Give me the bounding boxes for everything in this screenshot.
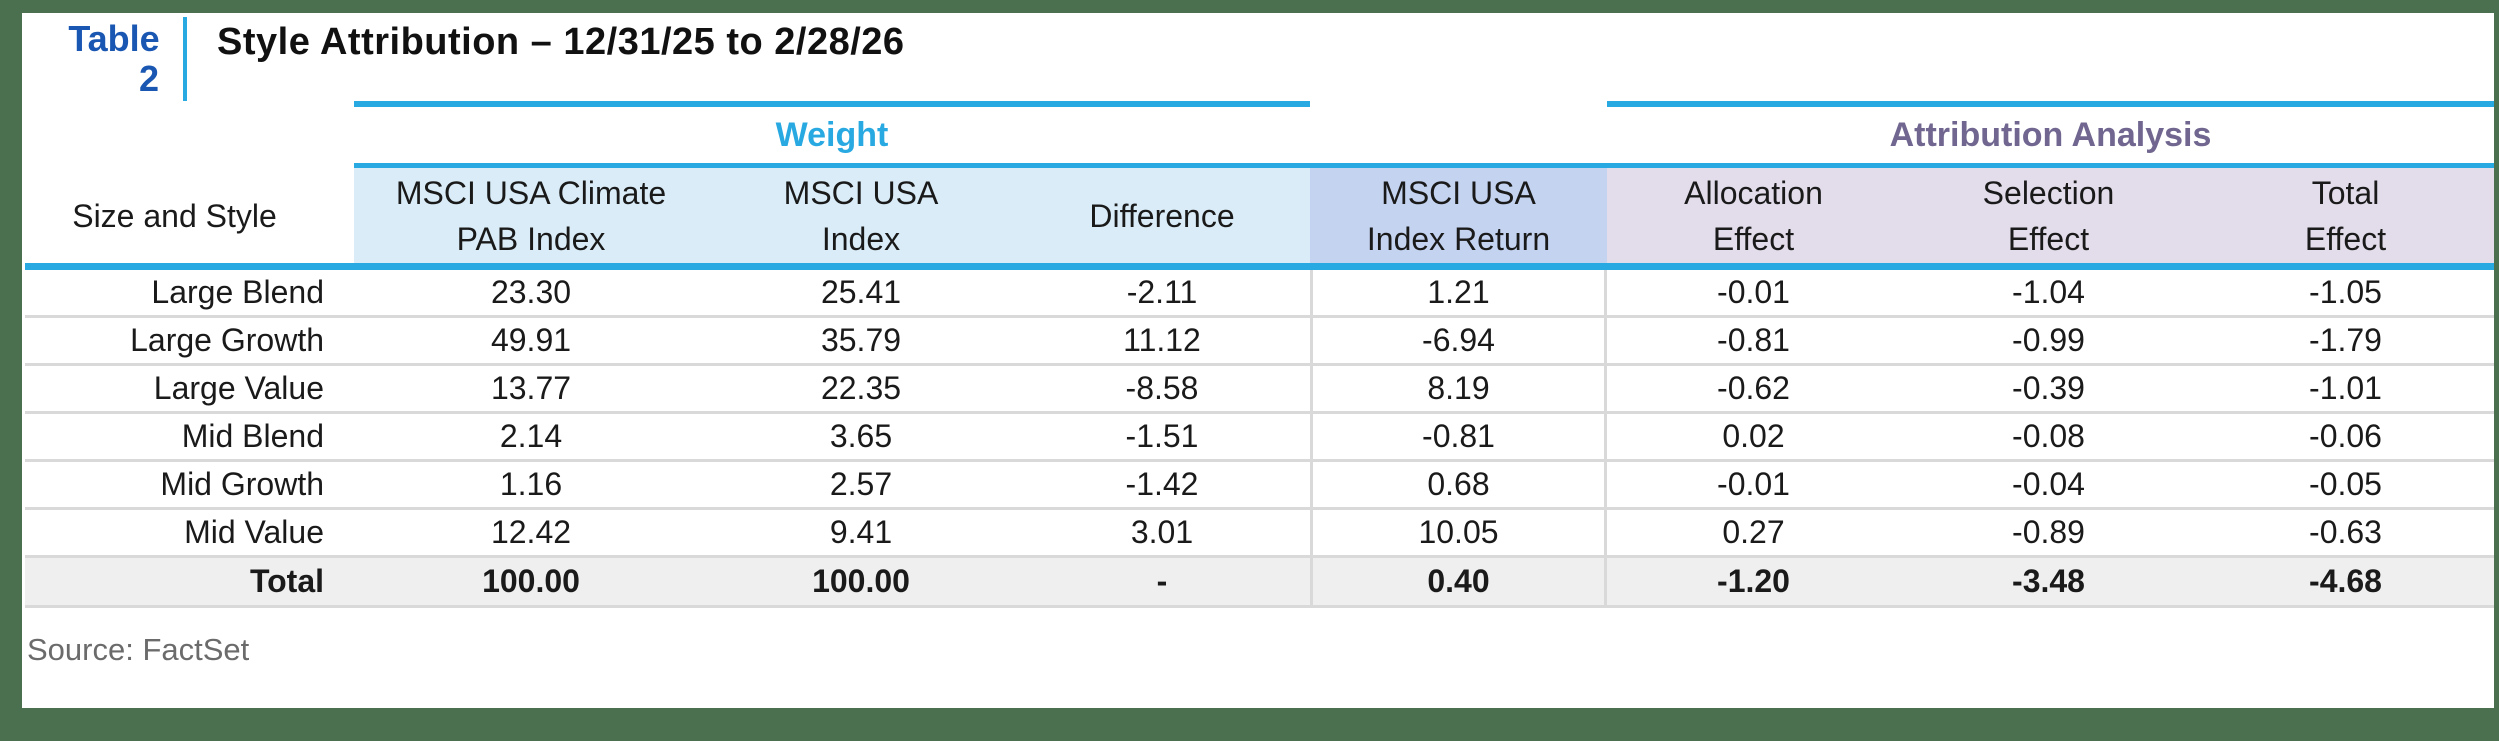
table-row: Mid Blend 2.14 3.65 -1.51 -0.81 0.02 -0.… [25,414,2494,462]
cell-selection-effect: -0.04 [1900,462,2197,510]
cell-pab-weight: 13.77 [354,366,708,414]
cell-total-effect: -0.05 [2197,462,2494,510]
group-weight: Weight [354,101,1310,168]
page-title: Style Attribution – 12/31/25 to 2/28/26 [217,21,905,63]
cell-pab-weight: 1.16 [354,462,708,510]
group-return-spacer [1310,101,1607,168]
cell-allocation-effect: -0.62 [1607,366,1900,414]
cell-selection-effect: -0.89 [1900,510,2197,558]
total-row: Total 100.00 100.00 - 0.40 -1.20 -3.48 -… [25,558,2494,608]
cell-allocation-effect: 0.02 [1607,414,1900,462]
col-header-allocation-effect: Allocation Effect [1607,168,1900,270]
col-header-usa-index: MSCI USA Index [708,168,1014,270]
cell-total-effect-total: -4.68 [2197,558,2494,608]
table-number-label: Table 2 [39,19,189,99]
column-header-row: Size and Style MSCI USA Climate PAB Inde… [25,168,2494,270]
cell-difference: -2.11 [1014,270,1310,318]
cell-selection-effect: -1.04 [1900,270,2197,318]
cell-difference: 3.01 [1014,510,1310,558]
table-label-word: Table [68,18,160,59]
cell-difference: -8.58 [1014,366,1310,414]
source-note: Source: FactSet [27,632,250,667]
cell-label: Mid Value [25,510,354,558]
table-row: Mid Value 12.42 9.41 3.01 10.05 0.27 -0.… [25,510,2494,558]
group-header-row: Weight Attribution Analysis [25,101,2494,168]
cell-label: Large Value [25,366,354,414]
cell-difference: -1.42 [1014,462,1310,510]
table-label-number: 2 [138,58,160,99]
cell-difference-total: - [1014,558,1310,608]
cell-allocation-effect: 0.27 [1607,510,1900,558]
table-row: Large Growth 49.91 35.79 11.12 -6.94 -0.… [25,318,2494,366]
title-divider [183,17,187,101]
cell-total-effect: -1.05 [2197,270,2494,318]
col-header-total-effect: Total Effect [2197,168,2494,270]
cell-usa-weight-total: 100.00 [708,558,1014,608]
cell-total-effect: -0.63 [2197,510,2494,558]
table-row: Large Blend 23.30 25.41 -2.11 1.21 -0.01… [25,270,2494,318]
cell-usa-weight: 25.41 [708,270,1014,318]
table-card: Table 2 Style Attribution – 12/31/25 to … [22,13,2494,708]
cell-index-return: -6.94 [1310,318,1607,366]
cell-selection-effect: -0.99 [1900,318,2197,366]
group-attribution-analysis: Attribution Analysis [1607,101,2494,168]
cell-pab-weight-total: 100.00 [354,558,708,608]
col-header-pab-index: MSCI USA Climate PAB Index [354,168,708,270]
cell-usa-weight: 22.35 [708,366,1014,414]
cell-allocation-effect-total: -1.20 [1607,558,1900,608]
table-row: Mid Growth 1.16 2.57 -1.42 0.68 -0.01 -0… [25,462,2494,510]
cell-total-effect: -1.79 [2197,318,2494,366]
cell-allocation-effect: -0.01 [1607,462,1900,510]
style-attribution-table: Weight Attribution Analysis Size and Sty… [25,101,2494,608]
cell-label: Large Blend [25,270,354,318]
cell-usa-weight: 3.65 [708,414,1014,462]
cell-pab-weight: 12.42 [354,510,708,558]
cell-pab-weight: 2.14 [354,414,708,462]
title-row: Table 2 Style Attribution – 12/31/25 to … [25,13,2494,101]
col-header-index-return: MSCI USA Index Return [1310,168,1607,270]
cell-total-effect: -1.01 [2197,366,2494,414]
cell-index-return: -0.81 [1310,414,1607,462]
col-header-difference: Difference [1014,168,1310,270]
cell-usa-weight: 2.57 [708,462,1014,510]
cell-difference: 11.12 [1014,318,1310,366]
cell-allocation-effect: -0.01 [1607,270,1900,318]
cell-total-effect: -0.06 [2197,414,2494,462]
group-spacer [25,101,354,168]
table-row: Large Value 13.77 22.35 -8.58 8.19 -0.62… [25,366,2494,414]
cell-allocation-effect: -0.81 [1607,318,1900,366]
cell-usa-weight: 9.41 [708,510,1014,558]
cell-index-return: 0.68 [1310,462,1607,510]
cell-total-label: Total [25,558,354,608]
cell-pab-weight: 49.91 [354,318,708,366]
cell-index-return: 1.21 [1310,270,1607,318]
cell-index-return-total: 0.40 [1310,558,1607,608]
cell-label: Mid Growth [25,462,354,510]
cell-selection-effect: -0.39 [1900,366,2197,414]
cell-selection-effect-total: -3.48 [1900,558,2197,608]
cell-usa-weight: 35.79 [708,318,1014,366]
col-header-size-style: Size and Style [25,168,354,270]
cell-label: Mid Blend [25,414,354,462]
cell-label: Large Growth [25,318,354,366]
cell-index-return: 8.19 [1310,366,1607,414]
cell-index-return: 10.05 [1310,510,1607,558]
cell-difference: -1.51 [1014,414,1310,462]
cell-selection-effect: -0.08 [1900,414,2197,462]
col-header-selection-effect: Selection Effect [1900,168,2197,270]
cell-pab-weight: 23.30 [354,270,708,318]
